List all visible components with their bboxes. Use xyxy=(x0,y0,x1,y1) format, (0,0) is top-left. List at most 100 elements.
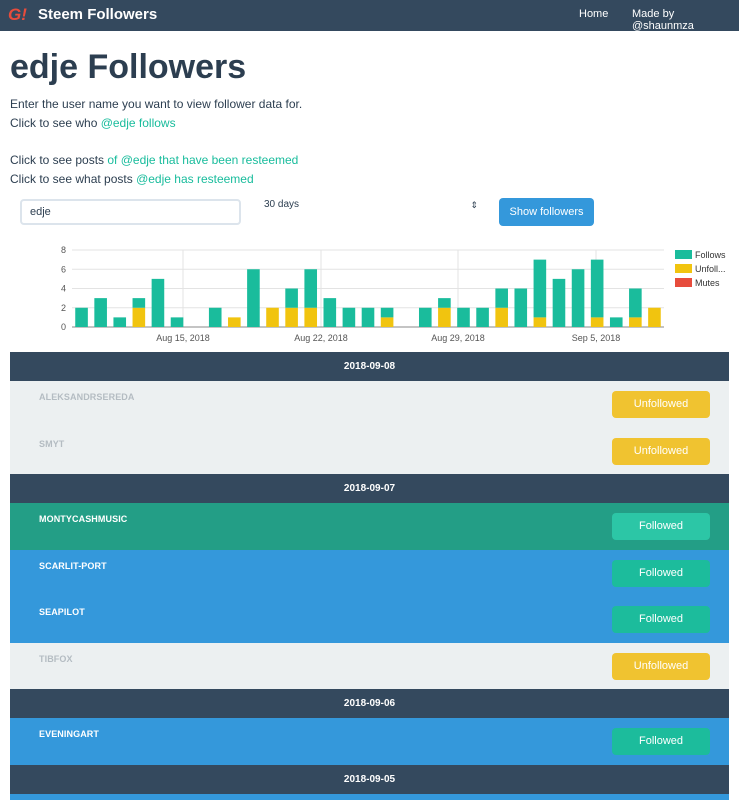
has-resteemed-prefix: Click to see what posts xyxy=(10,172,137,186)
bar-unfollows xyxy=(285,307,298,327)
y-tick-label: 0 xyxy=(61,322,66,332)
bar-follows xyxy=(571,269,585,327)
follower-row[interactable]: ALEKSANDRSEREDA Unfollowed xyxy=(10,381,729,428)
nav-home-link[interactable]: Home xyxy=(579,8,609,20)
follows-link[interactable]: @edje follows xyxy=(100,116,176,130)
bar-follows xyxy=(151,278,165,327)
brand-logo[interactable]: G! xyxy=(8,5,27,24)
has-resteemed-link[interactable]: @edje has resteemed xyxy=(136,172,254,186)
status-button[interactable]: Followed xyxy=(612,606,710,633)
legend-swatch xyxy=(675,278,692,287)
bar-follows xyxy=(418,307,432,327)
bar-follows xyxy=(590,259,604,318)
show-followers-button[interactable]: Show followers xyxy=(499,198,594,226)
bar-follows xyxy=(113,317,127,327)
y-tick-label: 6 xyxy=(61,264,66,274)
follower-row[interactable]: TIBFOX Unfollowed xyxy=(10,642,729,689)
follower-list: 2018-09-08 ALEKSANDRSEREDA Unfollowed SMYT U… xyxy=(10,352,729,800)
bar-follows xyxy=(323,298,337,327)
bar-unfollows xyxy=(648,307,661,327)
date-header: 2018-09-06 xyxy=(10,689,729,718)
legend-label: Mutes xyxy=(695,278,720,288)
bar-follows xyxy=(75,307,88,327)
date-header: 2018-09-07 xyxy=(10,474,729,503)
status-button[interactable]: Unfollowed xyxy=(612,391,710,418)
bar-follows xyxy=(457,307,470,327)
chart-bars xyxy=(75,259,661,327)
x-tick-label: Aug 22, 2018 xyxy=(294,333,348,343)
bar-follows xyxy=(514,288,528,327)
follower-row[interactable]: SCARLIT-PORT Followed xyxy=(10,549,729,596)
bar-unfollows xyxy=(590,317,604,327)
days-select-value: 30 days xyxy=(264,199,300,210)
y-tick-label: 8 xyxy=(61,245,66,255)
bar-unfollows xyxy=(228,317,241,327)
bar-follows xyxy=(552,278,566,327)
bar-follows xyxy=(629,288,642,318)
bar-follows xyxy=(94,298,107,327)
bar-follows xyxy=(170,317,184,327)
follower-name[interactable]: TIBFOX xyxy=(39,653,73,664)
follower-row[interactable]: MONTYCASHMUSIC Followed xyxy=(10,503,729,550)
follower-name[interactable]: SMYT xyxy=(39,438,65,449)
follower-name[interactable]: SEAPILOT xyxy=(39,607,85,617)
status-button[interactable]: Followed xyxy=(612,513,710,540)
chart-x-ticks: Aug 15, 2018 Aug 22, 2018 Aug 29, 2018 Sep … xyxy=(156,333,620,343)
page-title: edje Followers xyxy=(10,48,247,86)
legend-label: Unfoll... xyxy=(695,264,726,274)
bar-follows xyxy=(208,307,222,327)
bar-follows xyxy=(285,288,298,308)
legend-swatch xyxy=(675,264,692,273)
bar-unfollows xyxy=(266,307,279,327)
follower-row[interactable] xyxy=(10,793,729,800)
bar-unfollows xyxy=(132,307,146,327)
status-button[interactable]: Followed xyxy=(612,559,710,587)
legend-swatch xyxy=(675,250,692,259)
y-tick-label: 2 xyxy=(61,303,66,313)
x-tick-label: Sep 5, 2018 xyxy=(572,333,621,343)
status-button[interactable]: Unfollowed xyxy=(612,437,710,465)
x-tick-label: Aug 29, 2018 xyxy=(431,333,485,343)
status-button[interactable]: Followed xyxy=(612,728,710,755)
date-header: 2018-09-08 xyxy=(10,352,729,381)
x-tick-label: Aug 15, 2018 xyxy=(156,333,210,343)
username-input[interactable] xyxy=(20,199,241,225)
follows-line: Click to see who @edje follows xyxy=(10,116,176,130)
resteemed-link[interactable]: of @edje that have been resteemed xyxy=(107,153,299,167)
bar-follows xyxy=(132,298,146,308)
y-tick-label: 4 xyxy=(61,284,66,294)
follower-row[interactable]: SEAPILOT Followed xyxy=(10,596,729,643)
follower-name[interactable]: EVENINGART xyxy=(39,729,100,739)
bar-follows xyxy=(361,307,375,327)
bar-follows xyxy=(495,288,508,308)
resteemed-line: Click to see posts of @edje that have be… xyxy=(10,153,298,167)
bar-follows xyxy=(438,298,451,308)
bar-follows xyxy=(533,259,547,318)
followers-chart: 0 2 4 6 8 Aug 15, 2018 Aug 22, 2018 Aug 29, 20… xyxy=(61,245,726,343)
navbar: G! Steem Followers Home Made by @shaunmz… xyxy=(0,0,739,32)
bar-unfollows xyxy=(304,307,318,327)
bar-follows xyxy=(476,307,489,327)
bar-unfollows xyxy=(380,317,394,327)
follower-name[interactable]: SCARLIT-PORT xyxy=(39,560,107,571)
chart-y-ticks: 0 2 4 6 8 xyxy=(61,245,66,332)
nav-made-by-link[interactable]: Made by @shaunmza xyxy=(632,8,694,32)
days-select[interactable]: 30 days ⇕ xyxy=(256,197,482,215)
follower-name[interactable]: MONTYCASHMUSIC xyxy=(39,514,128,524)
bar-follows xyxy=(304,269,318,308)
brand-title[interactable]: Steem Followers xyxy=(38,6,158,23)
bar-unfollows xyxy=(438,307,451,327)
bar-unfollows xyxy=(495,307,508,327)
follows-prefix: Click to see who xyxy=(10,116,101,130)
resteemed-prefix: Click to see posts xyxy=(10,153,108,167)
bar-follows xyxy=(342,307,356,327)
intro-text: Enter the user name you want to view fol… xyxy=(10,97,303,111)
chart-legend: Follows Unfoll... Mutes xyxy=(675,250,726,288)
bar-unfollows xyxy=(533,317,547,327)
follower-row[interactable]: EVENINGART Followed xyxy=(10,718,729,765)
follower-row[interactable]: SMYT Unfollowed xyxy=(10,427,729,474)
select-arrows-icon: ⇕ xyxy=(470,200,478,210)
follower-name[interactable]: ALEKSANDRSEREDA xyxy=(39,392,135,402)
bar-follows xyxy=(247,269,260,327)
status-button[interactable]: Unfollowed xyxy=(612,652,710,680)
